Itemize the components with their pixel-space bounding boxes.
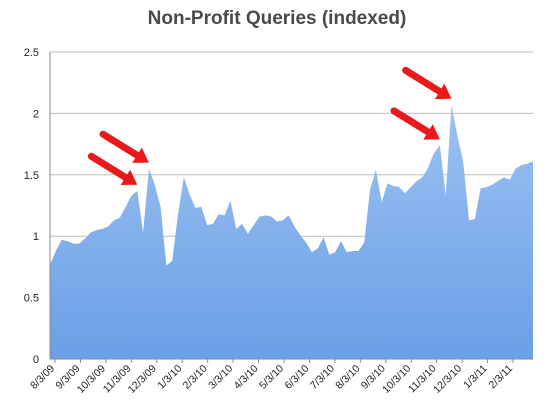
x-tick-label: 7/3/10 (308, 363, 337, 392)
y-tick-label: 1.5 (24, 170, 39, 182)
series-area-path (50, 104, 533, 359)
x-tick-label: 8/3/09 (28, 363, 57, 392)
axes (49, 52, 533, 360)
annotation-arrow (402, 66, 452, 100)
x-tick-label: 6/3/10 (282, 363, 311, 392)
x-axis-ticks: 8/3/099/3/0910/3/0911/3/0912/3/091/3/102… (28, 359, 515, 396)
x-tick-label: 4/3/10 (232, 363, 261, 392)
y-axis-ticks: 0 0.5 1 1.5 2 2.5 (24, 47, 39, 366)
y-tick-label: 0 (33, 354, 39, 366)
y-tick-label: 2.5 (24, 47, 39, 59)
annotation-arrow (87, 152, 138, 186)
y-tick-label: 0.5 (24, 293, 39, 305)
x-tick-label: 1/3/10 (155, 363, 184, 392)
x-tick-label: 2/3/10 (181, 363, 210, 392)
chart-title: Non-Profit Queries (indexed) (147, 8, 407, 29)
x-tick-label: 12/3/09 (126, 363, 159, 396)
x-tick-label: 10/3/09 (75, 363, 108, 396)
annotation-arrow (99, 130, 149, 163)
x-tick-label: 8/3/10 (333, 363, 362, 392)
x-tick-label: 3/3/10 (206, 363, 235, 392)
x-tick-label: 2/3/11 (487, 363, 516, 392)
y-tick-label: 2 (33, 108, 39, 120)
y-tick-label: 1 (33, 231, 39, 243)
series-area (50, 104, 533, 359)
x-tick-label: 12/3/10 (431, 363, 464, 396)
annotation-arrows (87, 66, 452, 186)
x-tick-label: 10/3/10 (380, 363, 413, 396)
x-tick-label: 5/3/10 (257, 363, 286, 392)
annotation-arrow (390, 107, 440, 140)
x-tick-label: 1/3/11 (461, 363, 490, 392)
